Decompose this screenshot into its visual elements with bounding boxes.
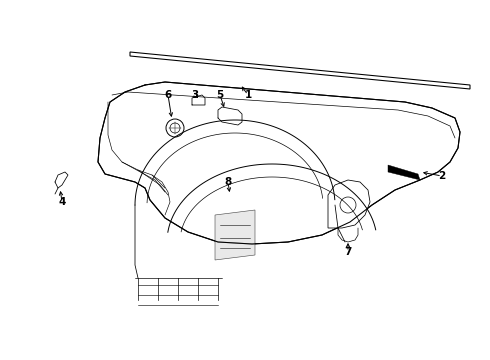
Polygon shape (130, 52, 470, 89)
Text: 5: 5 (217, 90, 223, 100)
Polygon shape (388, 165, 420, 180)
Text: 6: 6 (164, 90, 171, 100)
Polygon shape (328, 180, 370, 228)
Text: 7: 7 (344, 247, 352, 257)
Text: 2: 2 (439, 171, 445, 181)
Text: 8: 8 (224, 177, 232, 187)
Text: 1: 1 (245, 90, 252, 100)
Polygon shape (98, 82, 460, 244)
Text: 3: 3 (192, 90, 198, 100)
Text: 4: 4 (58, 197, 66, 207)
Polygon shape (215, 210, 255, 260)
